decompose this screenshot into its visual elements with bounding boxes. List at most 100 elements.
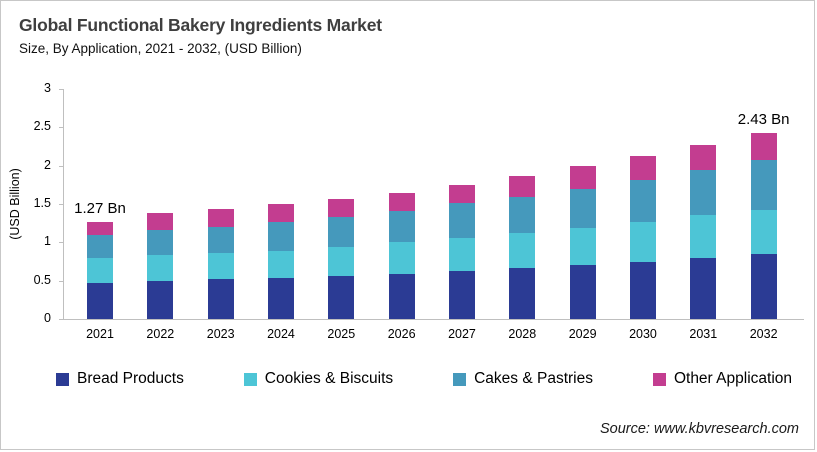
bar-2027: [448, 184, 475, 319]
bar-segment-2028-bread-products: [509, 268, 536, 319]
bar-segment-2021-other-application: [87, 221, 113, 235]
x-tick-label-2028: 2028: [508, 327, 537, 341]
bar-segment-2029-bread-products: [569, 265, 596, 319]
legend-label: Other Application: [673, 370, 792, 387]
legend-item-other-application: Other Application: [652, 370, 792, 388]
y-tick-label: 0.5: [33, 272, 51, 287]
x-tick-label-2031: 2031: [689, 327, 718, 341]
x-tick-label-2030: 2030: [629, 327, 657, 341]
y-tick-mark: [59, 165, 64, 167]
y-tick-mark: [59, 319, 64, 320]
bar-segment-2023-cookies-biscuits: [207, 253, 234, 280]
bar-segment-2031-cakes-pastries: [690, 170, 717, 215]
y-tick-mark: [59, 280, 64, 282]
legend-item-bread-products: Bread Products: [56, 370, 184, 388]
chart-subtitle: Size, By Application, 2021 - 2032, (USD …: [19, 41, 302, 56]
bar-segment-2024-cookies-biscuits: [267, 250, 294, 278]
bar-segment-2026-cookies-biscuits: [388, 242, 415, 274]
bar-2024: [267, 204, 294, 319]
x-tick-label-2024: 2024: [267, 327, 295, 341]
bar-segment-2032-bread-products: [750, 253, 777, 319]
bar-segment-2021-bread-products: [87, 282, 113, 319]
bar-segment-2026-cakes-pastries: [388, 210, 415, 243]
legend-swatch-icon: [56, 372, 69, 386]
bar-segment-2031-bread-products: [690, 258, 717, 319]
x-tick-label-2021: 2021: [86, 327, 114, 341]
bar-segment-2027-other-application: [448, 184, 475, 204]
bar-2023: [207, 209, 234, 319]
legend-swatch-icon: [652, 372, 666, 386]
x-tick-label-2029: 2029: [568, 327, 597, 341]
x-tick-label-2027: 2027: [448, 327, 476, 341]
bar-segment-2030-other-application: [629, 156, 656, 181]
bar-segment-2028-cookies-biscuits: [509, 233, 536, 269]
bar-segment-2022-cakes-pastries: [147, 230, 174, 256]
legend-swatch-icon: [453, 372, 467, 386]
legend-label: Cakes & Pastries: [474, 370, 593, 387]
bar-segment-2027-cakes-pastries: [448, 203, 475, 239]
y-tick-label: 1.5: [33, 196, 51, 210]
bar-2022: [147, 213, 174, 319]
bar-2031: [690, 144, 717, 319]
bar-segment-2023-bread-products: [207, 279, 234, 319]
y-tick-label: 2: [44, 157, 51, 172]
bar-segment-2030-cookies-biscuits: [629, 222, 656, 263]
chart-title: Global Functional Bakery Ingredients Mar…: [19, 15, 382, 35]
legend-swatch-icon: [243, 372, 257, 386]
legend-label: Bread Products: [77, 370, 184, 387]
bar-segment-2026-bread-products: [388, 273, 415, 319]
bar-segment-2032-cakes-pastries: [750, 159, 777, 211]
y-tick-label: 3: [44, 81, 51, 95]
bar-segment-2023-cakes-pastries: [207, 226, 234, 254]
bar-2030: [629, 156, 656, 319]
bar-segment-2031-other-application: [690, 144, 717, 171]
bar-segment-2028-cakes-pastries: [509, 197, 536, 234]
x-tick-label-2032: 2032: [749, 327, 778, 341]
x-tick-label-2026: 2026: [387, 327, 416, 341]
legend-item-cookies-biscuits: Cookies & Biscuits: [243, 370, 394, 388]
bar-segment-2025-bread-products: [328, 276, 355, 319]
bar-2028: [509, 176, 536, 319]
bar-segment-2024-cakes-pastries: [267, 222, 294, 251]
y-tick-mark: [59, 242, 64, 244]
bar-segment-2024-bread-products: [267, 277, 294, 319]
x-tick-label-2025: 2025: [327, 327, 356, 341]
bar-segment-2030-cakes-pastries: [629, 180, 656, 223]
bar-segment-2022-cookies-biscuits: [147, 255, 174, 281]
y-tick-label: 0: [44, 311, 51, 325]
bar-2032: [750, 132, 777, 319]
bar-segment-2025-other-application: [328, 198, 355, 218]
y-tick-mark: [59, 127, 64, 129]
y-tick-label: 2.5: [33, 119, 51, 134]
bar-segment-2025-cakes-pastries: [328, 217, 355, 247]
total-label-2032: 2.43 Bn: [737, 110, 790, 128]
bar-segment-2027-cookies-biscuits: [448, 238, 475, 272]
bar-segment-2022-other-application: [147, 213, 174, 231]
y-tick-label: 1: [44, 234, 51, 249]
bar-segment-2022-bread-products: [147, 280, 174, 319]
bar-segment-2029-cakes-pastries: [569, 188, 596, 228]
bar-segment-2029-other-application: [569, 166, 596, 189]
bar-segment-2032-cookies-biscuits: [750, 210, 777, 254]
bar-segment-2024-other-application: [267, 204, 294, 223]
bar-segment-2032-other-application: [750, 132, 777, 160]
bar-segment-2028-other-application: [509, 176, 536, 198]
y-tick-mark: [59, 204, 64, 205]
legend-item-cakes-pastries: Cakes & Pastries: [453, 370, 593, 388]
bar-segment-2026-other-application: [388, 192, 415, 211]
x-axis-line: [63, 319, 804, 320]
bar-2021: [87, 221, 113, 319]
total-label-2021: 1.27 Bn: [74, 199, 126, 217]
bar-segment-2030-bread-products: [629, 262, 656, 319]
bar-2026: [388, 192, 415, 320]
bar-segment-2025-cookies-biscuits: [328, 246, 355, 277]
bar-segment-2023-other-application: [207, 209, 234, 227]
bar-segment-2029-cookies-biscuits: [569, 227, 596, 266]
x-tick-label-2022: 2022: [146, 327, 175, 341]
bar-2029: [569, 166, 596, 319]
legend-label: Cookies & Biscuits: [264, 370, 394, 387]
x-tick-label-2023: 2023: [206, 327, 235, 341]
bar-segment-2027-bread-products: [448, 271, 475, 319]
y-tick-mark: [59, 89, 64, 90]
